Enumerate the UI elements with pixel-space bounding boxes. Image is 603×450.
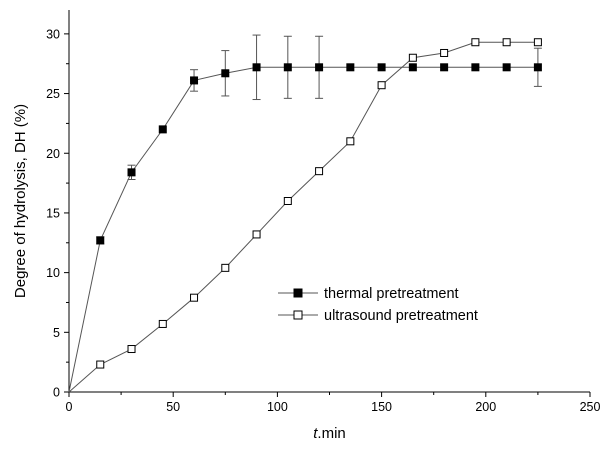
data-point [221, 69, 230, 78]
data-point [283, 63, 292, 72]
y-tick-label: 25 [46, 87, 60, 101]
x-tick-label: 150 [371, 400, 392, 414]
data-point [471, 38, 480, 47]
y-tick-label: 20 [46, 147, 60, 161]
data-point [221, 263, 230, 272]
legend-marker-thermal [293, 288, 303, 298]
data-point [408, 53, 417, 62]
y-tick-label: 10 [46, 266, 60, 280]
data-point [315, 63, 324, 72]
data-point [252, 63, 261, 72]
series-ultrasound [68, 38, 542, 393]
y-tick-label: 0 [53, 386, 60, 400]
series-line [68, 41, 538, 393]
legend-item-thermal: thermal pretreatment [278, 286, 459, 302]
data-point [127, 168, 136, 177]
legend-label-ultrasound: ultrasound pretreatment [324, 308, 478, 324]
data-point [533, 38, 542, 47]
data-point [471, 63, 480, 72]
y-tick-label: 30 [46, 27, 60, 41]
series-line [68, 66, 538, 393]
legend-item-ultrasound: ultrasound pretreatment [278, 308, 478, 324]
data-point [283, 197, 292, 205]
x-axis-title-italic: t [313, 425, 318, 442]
y-ticks: 0 5 10 15 20 25 30 [46, 27, 69, 400]
x-tick-label: 100 [267, 400, 288, 414]
data-point [502, 38, 511, 47]
data-point [377, 81, 386, 90]
series-layer [68, 34, 542, 393]
data-point [502, 63, 511, 72]
plot-area: 0 50 100 150 200 250 0 5 10 15 20 25 30 [46, 10, 600, 414]
x-axis-title: t.min [313, 425, 346, 442]
legend: thermal pretreatment ultrasound pretreat… [278, 286, 478, 324]
x-axis-title-rest: .min [317, 425, 345, 442]
legend-label-thermal: thermal pretreatment [324, 286, 459, 302]
data-point [190, 293, 199, 302]
data-point [158, 319, 167, 328]
data-point [377, 63, 386, 72]
y-axis-title: Degree of hydrolysis, DH (%) [12, 104, 29, 298]
series-thermal [68, 34, 542, 393]
data-point [533, 63, 542, 72]
data-point [158, 125, 167, 134]
data-point [96, 236, 105, 245]
data-point [408, 63, 417, 72]
data-point [440, 48, 449, 57]
data-point [440, 63, 449, 72]
y-tick-label: 15 [46, 206, 60, 220]
data-point [346, 137, 355, 146]
x-ticks: 0 50 100 150 200 250 [66, 392, 601, 414]
data-point [96, 360, 105, 369]
y-tick-label: 5 [53, 326, 60, 340]
x-tick-label: 50 [166, 400, 180, 414]
x-tick-label: 200 [475, 400, 496, 414]
data-point [252, 230, 261, 239]
data-point [346, 63, 355, 72]
x-tick-label: 250 [580, 400, 601, 414]
legend-marker-ultrasound [293, 310, 303, 320]
data-point [315, 167, 324, 176]
x-tick-label: 0 [66, 400, 73, 414]
data-point [190, 76, 199, 85]
data-point [127, 345, 136, 354]
